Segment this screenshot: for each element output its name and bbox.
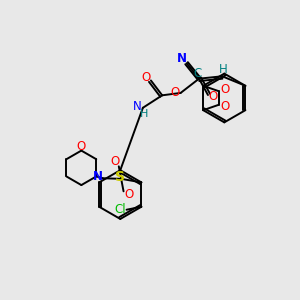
- Text: C: C: [194, 67, 202, 80]
- Text: O: O: [124, 188, 133, 201]
- Text: Cl: Cl: [114, 203, 126, 216]
- Text: H: H: [219, 63, 228, 76]
- Text: O: O: [220, 100, 229, 113]
- Text: N: N: [92, 170, 102, 183]
- Text: N: N: [133, 100, 142, 113]
- Text: H: H: [140, 109, 148, 119]
- Text: O: O: [77, 140, 86, 153]
- Text: O: O: [171, 86, 180, 99]
- Text: O: O: [141, 71, 150, 84]
- Text: O: O: [209, 90, 218, 103]
- Text: O: O: [220, 83, 229, 96]
- Text: N: N: [176, 52, 187, 65]
- Text: O: O: [111, 155, 120, 168]
- Text: S: S: [115, 170, 125, 184]
